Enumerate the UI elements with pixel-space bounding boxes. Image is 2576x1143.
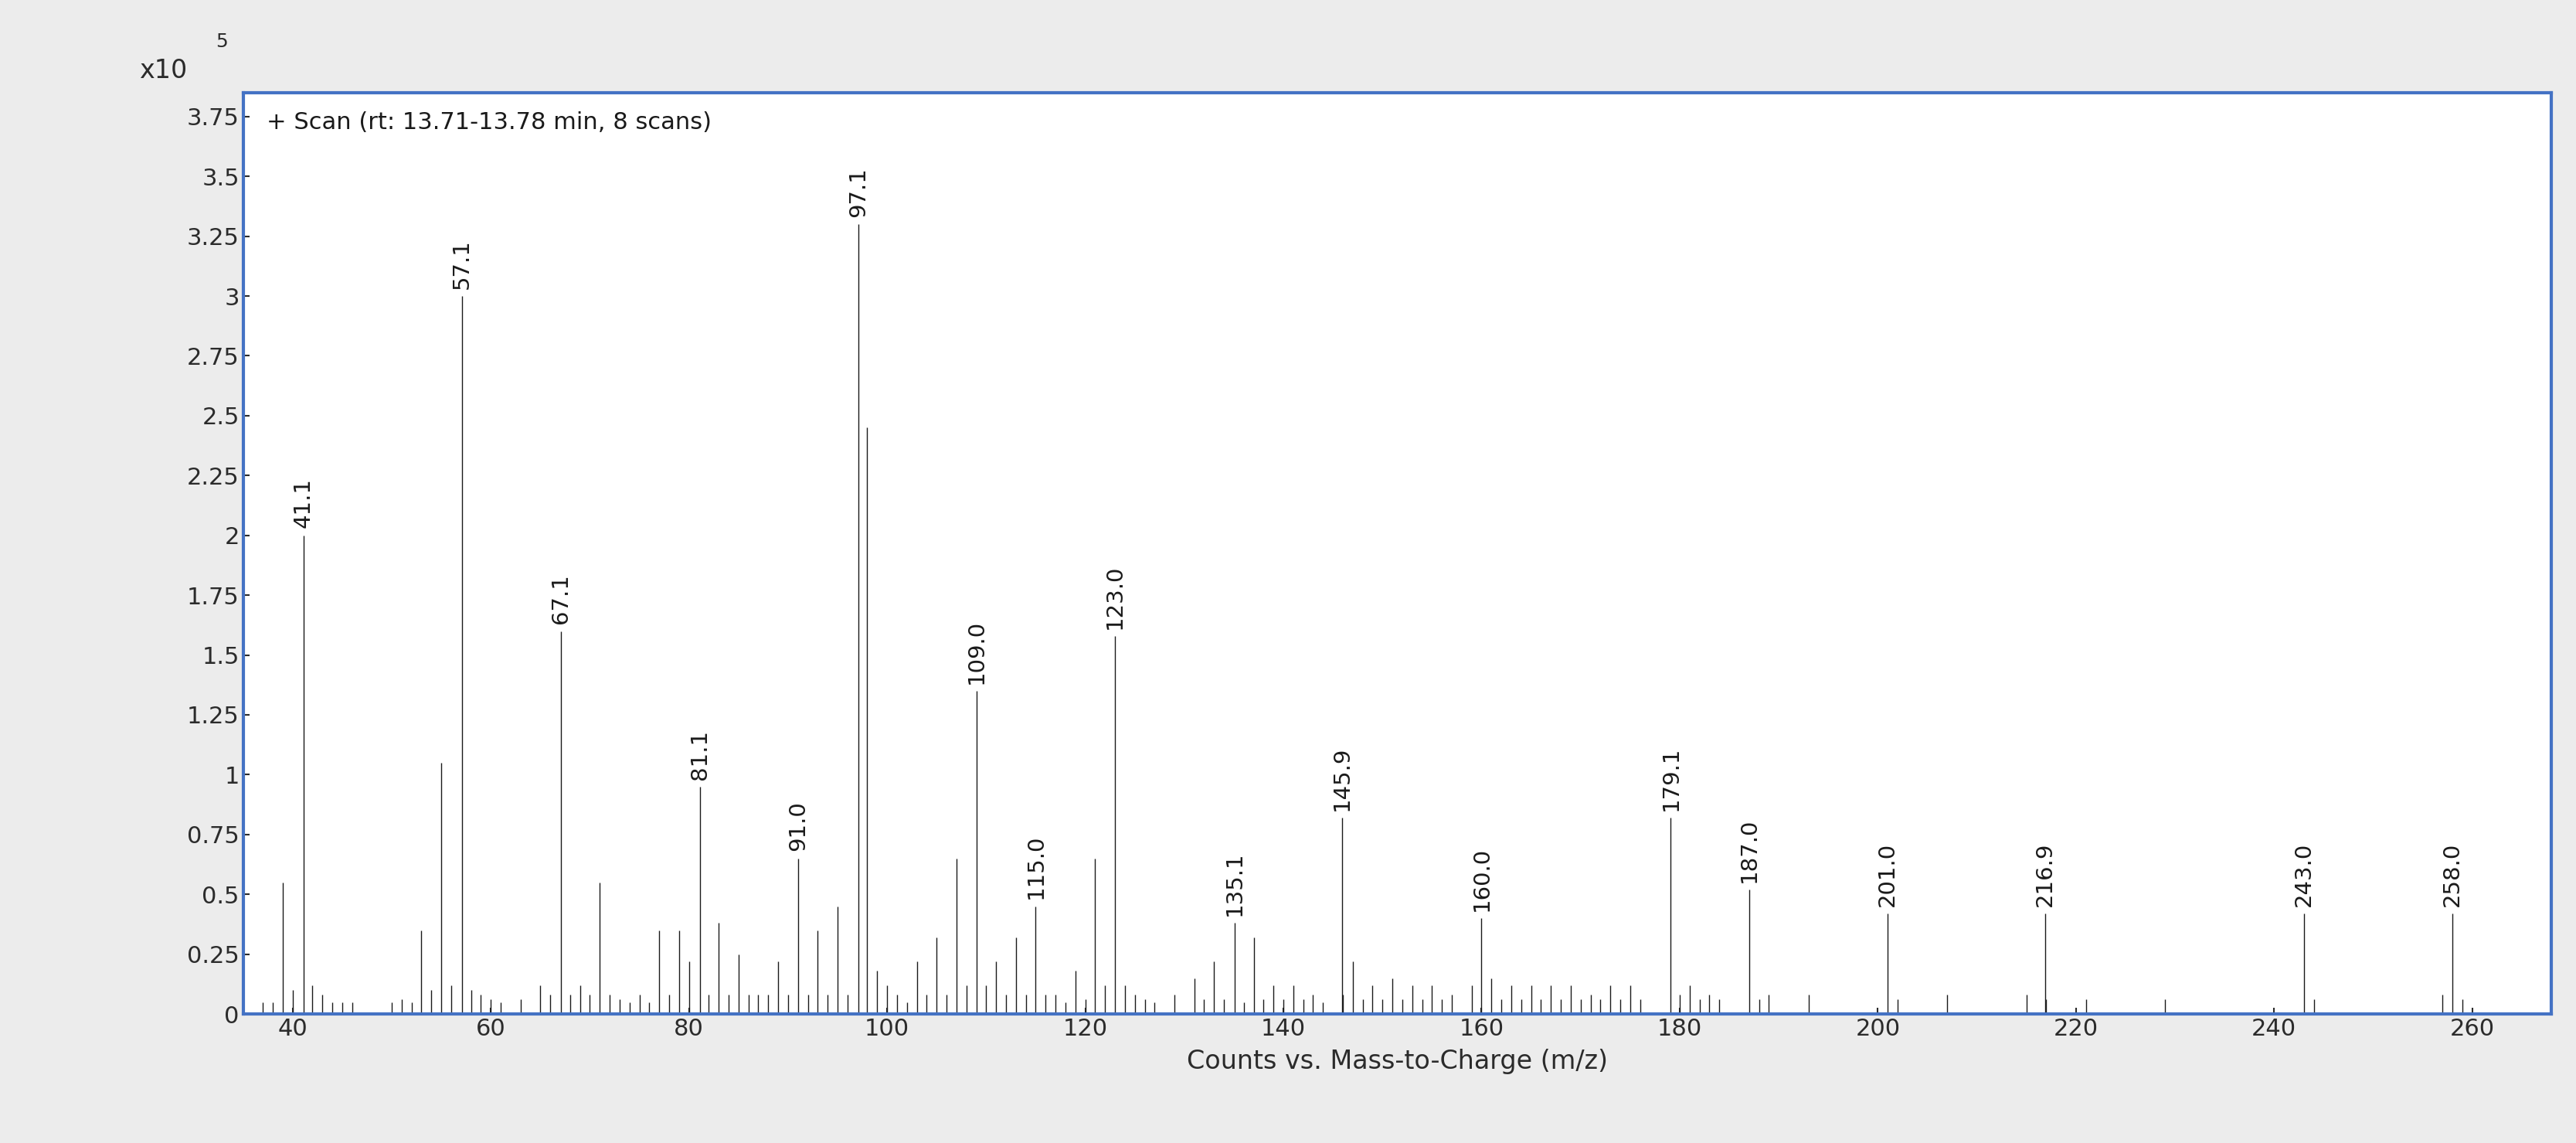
- Text: 41.1: 41.1: [294, 478, 314, 528]
- Text: 145.9: 145.9: [1332, 746, 1352, 810]
- Text: 91.0: 91.0: [788, 801, 809, 852]
- Text: 135.1: 135.1: [1224, 852, 1247, 916]
- Text: 123.0: 123.0: [1105, 565, 1126, 629]
- Text: 258.0: 258.0: [2442, 842, 2463, 906]
- Text: 179.1: 179.1: [1659, 746, 1682, 810]
- X-axis label: Counts vs. Mass-to-Charge (m/z): Counts vs. Mass-to-Charge (m/z): [1188, 1049, 1607, 1074]
- Text: 216.9: 216.9: [2035, 842, 2056, 906]
- Text: + Scan (rt: 13.71-13.78 min, 8 scans): + Scan (rt: 13.71-13.78 min, 8 scans): [265, 111, 711, 134]
- Text: 109.0: 109.0: [966, 620, 987, 684]
- Text: 160.0: 160.0: [1471, 847, 1492, 911]
- Text: 81.1: 81.1: [688, 729, 711, 780]
- Text: 57.1: 57.1: [451, 239, 474, 289]
- Text: 115.0: 115.0: [1025, 834, 1046, 900]
- Text: x10: x10: [139, 58, 188, 83]
- Text: 201.0: 201.0: [1878, 842, 1899, 906]
- Text: 187.0: 187.0: [1739, 818, 1759, 882]
- Text: 5: 5: [216, 33, 227, 51]
- Text: 243.0: 243.0: [2293, 842, 2316, 906]
- Text: 97.1: 97.1: [848, 167, 868, 217]
- Text: 67.1: 67.1: [551, 574, 572, 624]
